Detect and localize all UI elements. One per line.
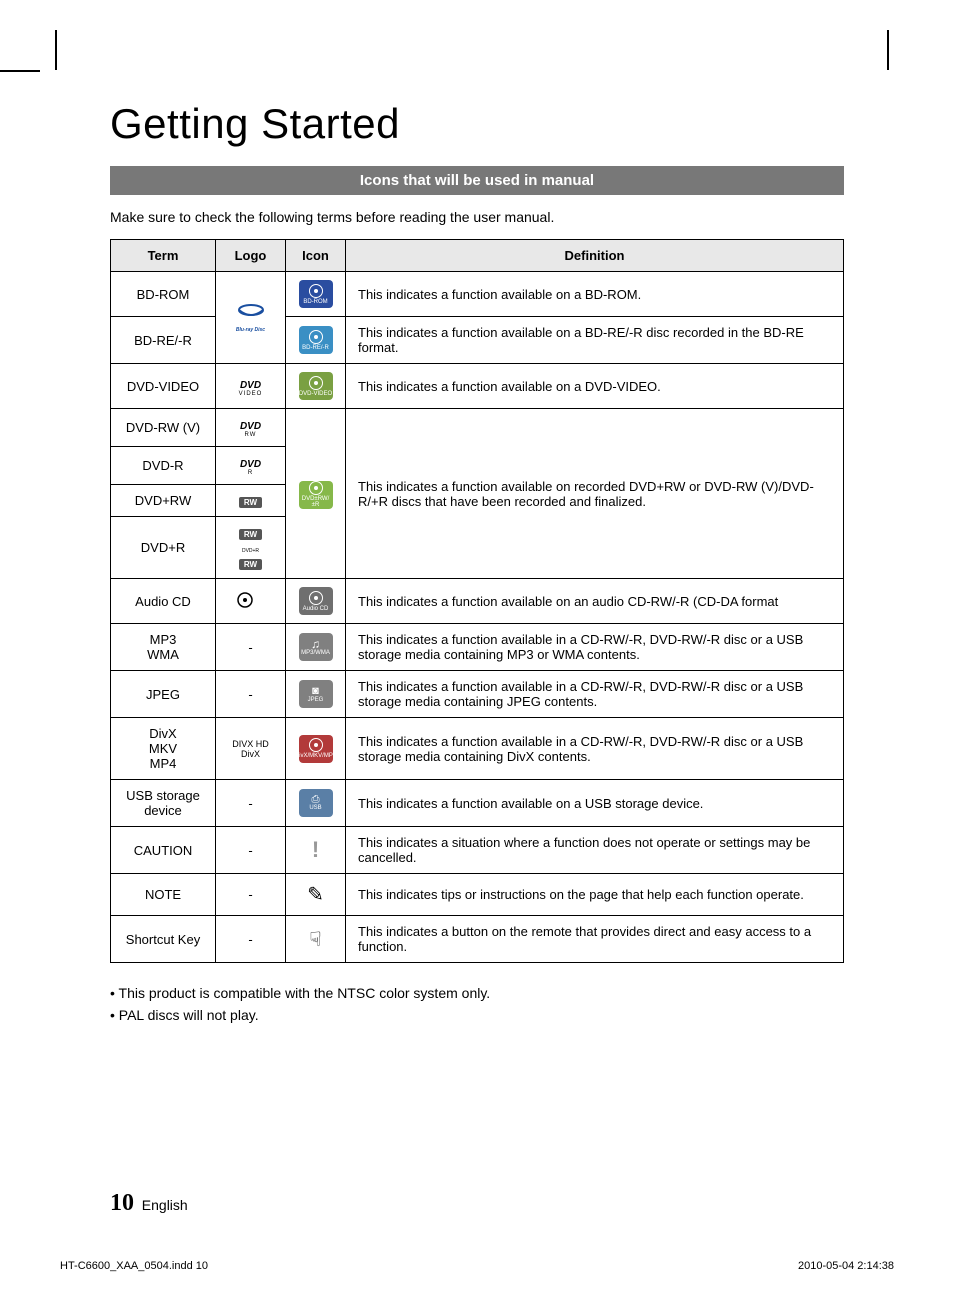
- def-usb: This indicates a function available on a…: [346, 780, 844, 827]
- term-divx: DivX MKV MP4: [111, 718, 216, 780]
- def-shortcut: This indicates a button on the remote th…: [346, 916, 844, 963]
- logo-shortcut: -: [216, 916, 286, 963]
- icon-bdre: BD-RE/-R: [286, 317, 346, 364]
- icon-dvdvideo: DVD-VIDEO: [286, 364, 346, 409]
- term-bdrom: BD-ROM: [111, 272, 216, 317]
- term-dvdr: DVD-R: [111, 447, 216, 485]
- icon-caution: !: [286, 827, 346, 874]
- term-shortcut: Shortcut Key: [111, 916, 216, 963]
- term-note: NOTE: [111, 874, 216, 916]
- icon-usb: ⎙USB: [286, 780, 346, 827]
- def-note: This indicates tips or instructions on t…: [346, 874, 844, 916]
- crop-marks: [0, 30, 954, 70]
- def-caution: This indicates a situation where a funct…: [346, 827, 844, 874]
- def-bdre: This indicates a function available on a…: [346, 317, 844, 364]
- icon-shortcut: ☟: [286, 916, 346, 963]
- icon-bdrom: BD-ROM: [286, 272, 346, 317]
- term-audiocd: Audio CD: [111, 579, 216, 624]
- logo-usb: -: [216, 780, 286, 827]
- term-dvdpr: DVD+R: [111, 517, 216, 579]
- term-bdre: BD-RE/-R: [111, 317, 216, 364]
- page-number: 10: [110, 1190, 134, 1216]
- term-usb: USB storage device: [111, 780, 216, 827]
- logo-note: -: [216, 874, 286, 916]
- icon-dvdrw-group: DVD±RW/±R: [286, 409, 346, 579]
- logo-dvdprw: RW: [216, 485, 286, 517]
- def-dvdvideo: This indicates a function available on a…: [346, 364, 844, 409]
- th-definition: Definition: [346, 240, 844, 272]
- term-jpeg: JPEG: [111, 671, 216, 718]
- icon-jpeg: ◙JPEG: [286, 671, 346, 718]
- logo-bluray: Blu-ray Disc: [216, 272, 286, 364]
- icon-divx: DivX/MKV/MP4: [286, 718, 346, 780]
- intro-text: Make sure to check the following terms b…: [110, 209, 844, 225]
- print-metadata: HT-C6600_XAA_0504.indd 10 2010-05-04 2:1…: [60, 1260, 894, 1272]
- term-dvdrwv: DVD-RW (V): [111, 409, 216, 447]
- print-file: HT-C6600_XAA_0504.indd 10: [60, 1260, 208, 1272]
- def-dvdgroup: This indicates a function available on r…: [346, 409, 844, 579]
- logo-divx: DIVX HD DivX: [216, 718, 286, 780]
- def-audiocd: This indicates a function available on a…: [346, 579, 844, 624]
- note-item: PAL discs will not play.: [110, 1007, 844, 1023]
- section-header: Icons that will be used in manual: [110, 166, 844, 195]
- term-dvdvideo: DVD-VIDEO: [111, 364, 216, 409]
- page-language: English: [142, 1197, 188, 1213]
- th-icon: Icon: [286, 240, 346, 272]
- def-jpeg: This indicates a function available in a…: [346, 671, 844, 718]
- page-title: Getting Started: [110, 100, 844, 148]
- page-footer: 10 English: [110, 1190, 188, 1217]
- logo-audiocd: [216, 579, 286, 624]
- note-item: This product is compatible with the NTSC…: [110, 985, 844, 1001]
- term-caution: CAUTION: [111, 827, 216, 874]
- icons-table: Term Logo Icon Definition BD-ROM Blu-ray…: [110, 239, 844, 963]
- compatibility-notes: This product is compatible with the NTSC…: [110, 985, 844, 1023]
- logo-jpeg: -: [216, 671, 286, 718]
- print-date: 2010-05-04 2:14:38: [798, 1260, 894, 1272]
- logo-caution: -: [216, 827, 286, 874]
- def-divx: This indicates a function available in a…: [346, 718, 844, 780]
- icon-mp3: ♫MP3/WMA: [286, 624, 346, 671]
- logo-dvdr: DVDR: [216, 447, 286, 485]
- icon-audiocd: Audio CD: [286, 579, 346, 624]
- logo-dvd-video: DVDVIDEO: [216, 364, 286, 409]
- term-dvdprw: DVD+RW: [111, 485, 216, 517]
- th-logo: Logo: [216, 240, 286, 272]
- logo-dvdrw: DVDRW: [216, 409, 286, 447]
- logo-dvdpr: RWDVD+RRW: [216, 517, 286, 579]
- def-bdrom: This indicates a function available on a…: [346, 272, 844, 317]
- term-mp3: MP3 WMA: [111, 624, 216, 671]
- def-mp3: This indicates a function available in a…: [346, 624, 844, 671]
- logo-mp3: -: [216, 624, 286, 671]
- th-term: Term: [111, 240, 216, 272]
- icon-note: ✎: [286, 874, 346, 916]
